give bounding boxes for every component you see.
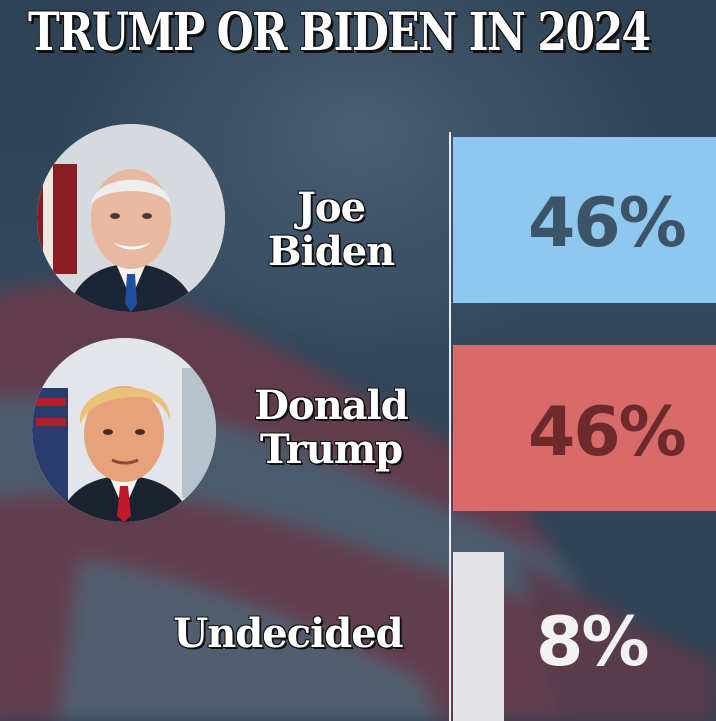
value-label-joe-biden: 46% — [528, 184, 687, 263]
label-line-1: Joe — [296, 184, 366, 231]
label-line-2: Trump — [259, 426, 403, 473]
value-label-undecided: 8% — [536, 603, 649, 682]
bar-undecided — [453, 552, 504, 721]
bar-joe-biden — [453, 137, 716, 303]
value-label-donald-trump: 46% — [528, 393, 687, 472]
label-undecided: Undecided — [170, 612, 406, 656]
label-line-1: Undecided — [173, 610, 403, 657]
label-donald-trump: Donald Trump — [236, 384, 426, 472]
joe-biden-portrait-icon — [37, 124, 225, 312]
chart-axis-line — [449, 132, 451, 721]
label-joe-biden: Joe Biden — [236, 186, 426, 274]
label-line-1: Donald — [254, 382, 409, 429]
chart-title: TRUMP OR BIDEN IN 2024 — [28, 2, 651, 63]
bar-donald-trump — [453, 345, 716, 511]
donald-trump-portrait-icon — [32, 338, 216, 522]
label-line-2: Biden — [267, 228, 396, 275]
